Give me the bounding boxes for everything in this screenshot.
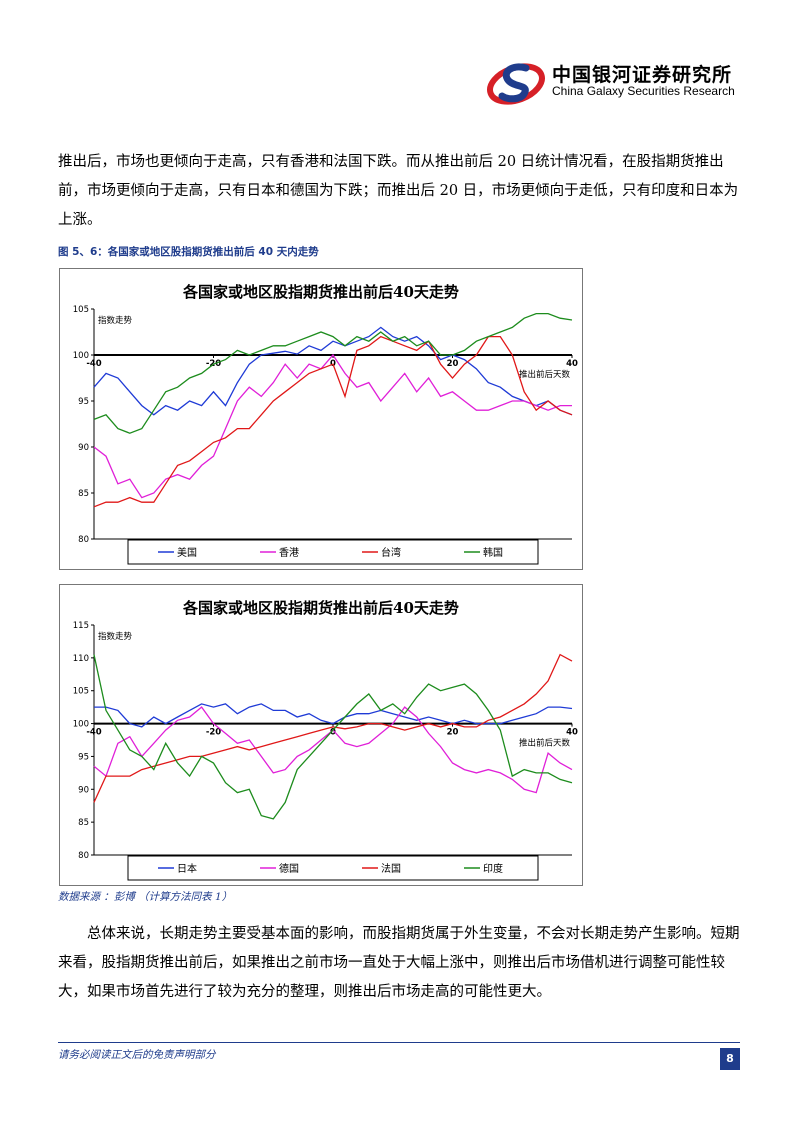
chart-2-x-tick-label: 40: [566, 728, 578, 738]
data-source-note: 数据来源 ：彭博 （计算方法同表 1）: [58, 891, 233, 903]
galaxy-logo-icon: [487, 63, 545, 105]
chart-1-title: 各国家或地区股指期货推出前后40天走势: [182, 283, 459, 301]
chart-1-legend-label: 韩国: [483, 546, 503, 559]
company-logo: 中国银河证券研究所 China Galaxy Securities Resear…: [486, 58, 746, 106]
footer-divider: [58, 1042, 740, 1043]
chart-1-y-tick-label: 85: [78, 489, 89, 499]
chart-1-series-line-4: [93, 312, 573, 434]
chart-1-legend-label: 台湾: [381, 546, 401, 559]
chart-1-x-tick-label: 40: [566, 359, 578, 369]
page-number: 8: [720, 1048, 740, 1070]
chart-1-x-axis-title: 推出前后天数: [519, 369, 571, 380]
figure-caption: 图 5、6：各国家或地区股指期货推出前后 40 天内走势: [58, 246, 319, 258]
body-paragraph-2: 总体来说，长期走势主要受基本面的影响，而股指期货属于外生变量，不会对长期走势产生…: [58, 926, 740, 1000]
chart-2-series-line-4: [93, 654, 573, 820]
chart-1-legend-label: 香港: [279, 547, 299, 559]
chart-2-title: 各国家或地区股指期货推出前后40天走势: [182, 599, 459, 617]
chart-2-y-tick-label: 95: [78, 752, 89, 762]
chart-1-series-line-3: [93, 335, 573, 508]
chart-2-x-axis-title: 推出前后天数: [519, 738, 571, 749]
chart-2-x-tick-label: -20: [206, 728, 221, 738]
chart-1-y-tick-label: 100: [73, 351, 89, 361]
chart-1-legend-label: 美国: [177, 546, 197, 559]
chart-2-y-tick-label: 80: [78, 851, 89, 861]
chart-1-x-tick-label: -40: [86, 359, 101, 369]
logo-title-cn: 中国银河证券研究所: [552, 64, 733, 86]
body-paragraph-1: 推出后，市场也更倾向于走高，只有香港和法国下跌。而从推出前后 20 日统计情况看…: [58, 154, 739, 228]
chart-1-series-line-2: [93, 353, 572, 499]
chart-1-y-axis-title: 指数走势: [98, 315, 133, 326]
chart-2-legend-label: 印度: [483, 862, 503, 875]
chart-2-series-line-3: [93, 653, 573, 803]
chart-2-y-tick-label: 110: [73, 654, 89, 664]
logo-title-en: China Galaxy Securities Research: [552, 84, 735, 98]
chart-2-legend-label: 法国: [381, 862, 401, 875]
chart-1-y-tick-label: 105: [73, 305, 89, 315]
chart-2-y-tick-label: 85: [78, 818, 89, 828]
chart-2-y-tick-label: 100: [73, 720, 89, 730]
chart-1-y-tick-label: 90: [78, 443, 89, 453]
chart-2-y-tick-label: 105: [73, 687, 89, 697]
chart-2-legend-label: 德国: [279, 862, 299, 875]
chart-2-series-line-1: [94, 703, 573, 728]
chart-2-x-tick-label: 20: [447, 728, 459, 738]
chart-2: 各国家或地区股指期货推出前后40天走势 80 85 90 95 100 105 110 115 -…: [59, 584, 583, 886]
chart-2-x-tick-label: 0: [330, 728, 336, 738]
chart-1-y-tick-label: 95: [78, 397, 89, 407]
chart-2-x-tick-label: -40: [86, 728, 101, 738]
chart-2-y-tick-label: 90: [78, 785, 89, 795]
chart-1-series-line-1: [93, 326, 573, 416]
chart-2-series-line-2: [93, 706, 573, 794]
chart-1-y-tick-label: 80: [78, 535, 89, 545]
footer-disclaimer: 请务必阅读正文后的免责声明部分: [58, 1049, 216, 1061]
chart-1: 各国家或地区股指期货推出前后40天走势 80 85 90 95 100 105 -40 -20 0…: [59, 268, 583, 570]
chart-1-x-tick-label: 20: [447, 359, 459, 369]
chart-2-y-tick-label: 115: [73, 621, 89, 631]
chart-2-svg: 各国家或地区股指期货推出前后40天走势 80 85 90 95 100 105 110 115 -…: [73, 599, 578, 881]
chart-2-legend-label: 日本: [177, 862, 197, 875]
chart-2-y-axis-title: 指数走势: [98, 631, 133, 642]
